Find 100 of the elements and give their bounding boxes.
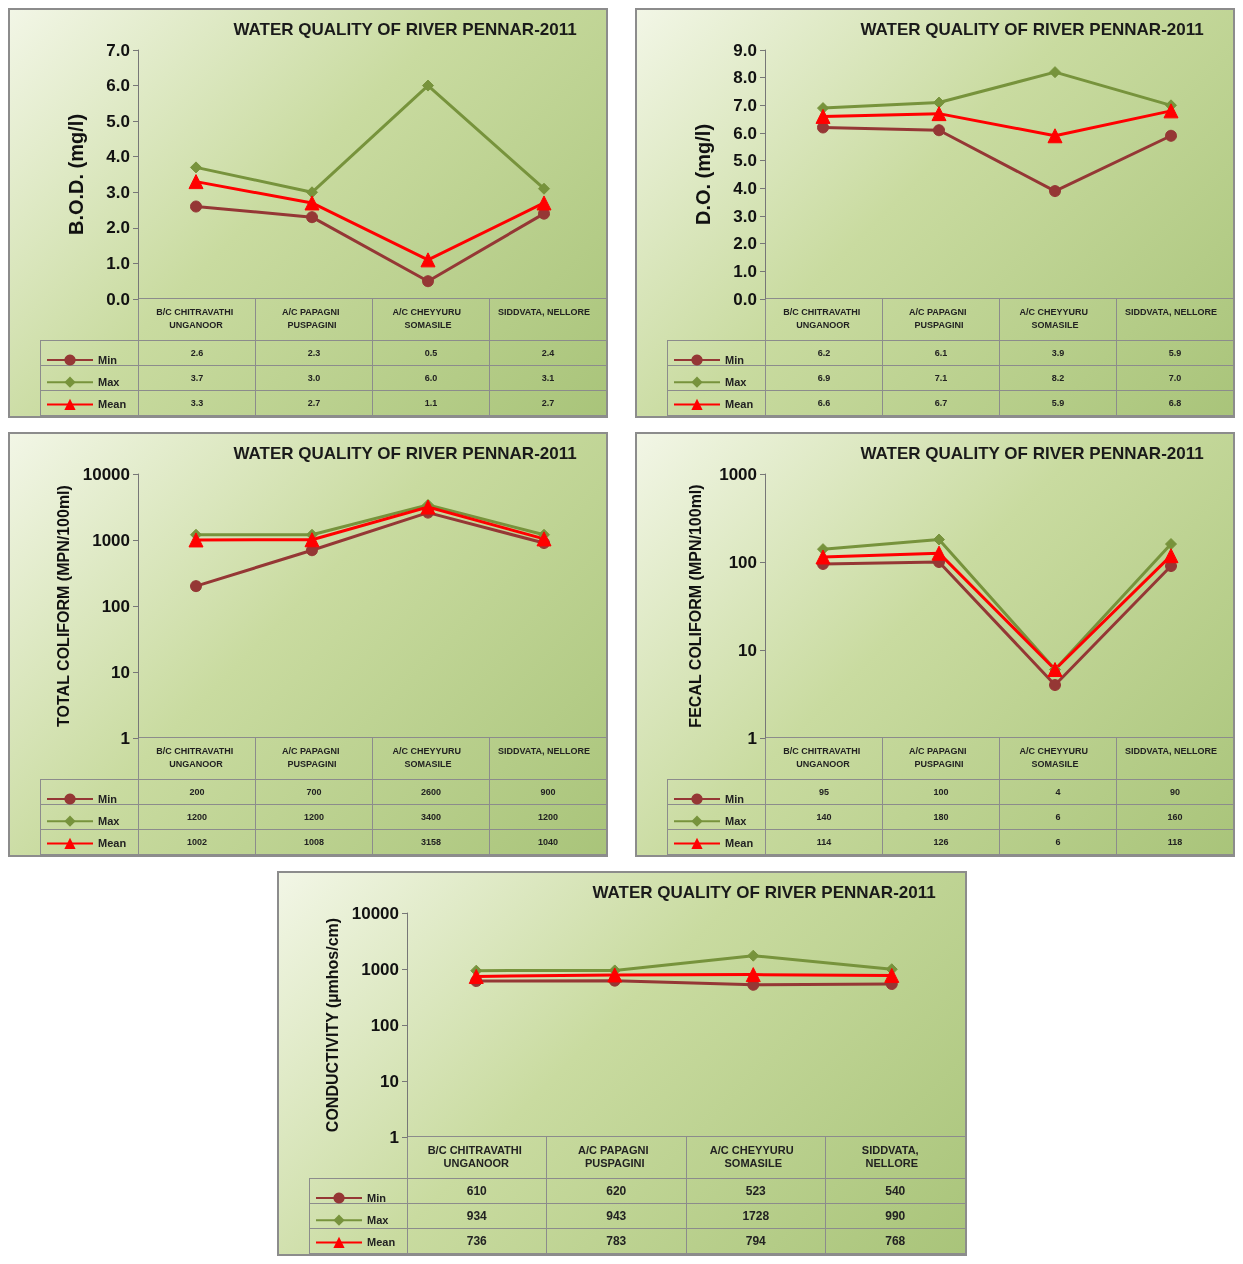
x-tick-label: B/C CHITRAVATHI UNGANOOR [427,1143,525,1169]
legend-label: Mean [98,837,127,850]
data-label: 6.8 [1116,390,1234,416]
data-label: 90 [1116,779,1234,805]
legend-label: Max [725,815,748,828]
data-label: 3.3 [138,390,256,416]
data-label: 1002 [138,829,256,855]
legend-label: Max [725,376,748,389]
y-tick-label: 1.0 [733,261,757,281]
data-label: 126 [882,829,1000,855]
data-label: 1200 [489,804,607,830]
data-label: 2600 [372,779,490,805]
legend-label: Min [725,354,745,366]
y-axis-title: B.O.D. (mg/l) [65,113,87,236]
x-tick-label: A/C PAPAGNI PUSPAGINI [281,745,343,769]
data-label: 900 [489,779,607,805]
data-label: 2.7 [255,390,373,416]
y-tick-label: 2.0 [733,234,757,254]
y-tick-label: 1 [747,728,757,748]
y-tick-label: 10000 [82,464,130,484]
data-label: 3400 [372,804,490,830]
data-label: 6.1 [882,340,1000,366]
chart-title: WATER QUALITY OF RIVER PENNAR-2011 [860,20,1204,39]
y-tick-label: 3.0 [733,206,757,226]
y-tick-label: 100 [101,596,130,616]
x-tick-label: A/C CHEYYURU SOMASILE [1019,745,1091,769]
legend-label: Mean [725,837,754,850]
y-tick-label: 5.0 [106,111,130,131]
y-tick-label: 7.0 [733,95,757,115]
y-tick-label: 1000 [719,464,757,484]
y-tick-label: 9.0 [733,40,757,60]
legend-label: Mean [366,1236,395,1249]
legend-label: Max [366,1214,389,1227]
x-tick-label: A/C PAPAGNI PUSPAGINI [908,306,970,330]
data-label: 160 [1116,804,1234,830]
data-label: 1008 [255,829,373,855]
chart-title: WATER QUALITY OF RIVER PENNAR-2011 [233,444,577,463]
data-label: 1200 [138,804,256,830]
data-label: 3.7 [138,365,256,391]
data-label: 5.9 [999,390,1117,416]
chart-title: WATER QUALITY OF RIVER PENNAR-2011 [860,444,1204,463]
data-label: 1.1 [372,390,490,416]
y-tick-label: 10 [379,1071,399,1091]
data-label: 118 [1116,829,1234,855]
x-tick-label: A/C PAPAGNI PUSPAGINI [577,1143,652,1169]
data-label: 3.9 [999,340,1117,366]
x-tick-label: A/C CHEYYURU SOMASILE [392,745,464,769]
x-tick-label: SIDDVATA, NELLORE [861,1143,922,1169]
y-tick-label: 100 [370,1015,399,1035]
data-label: 4 [999,779,1117,805]
x-tick-label: SIDDVATA, NELLORE [1125,745,1217,756]
data-label: 700 [255,779,373,805]
legend-label: Min [725,793,745,805]
legend-label: Mean [98,398,127,411]
data-label: 934 [407,1203,547,1229]
y-tick-label: 1000 [92,530,130,550]
y-tick-label: 5.0 [733,151,757,171]
data-label: 6.9 [765,365,883,391]
y-tick-label: 2.0 [106,218,130,238]
data-label: 1040 [489,829,607,855]
y-tick-label: 1.0 [106,253,130,273]
data-label: 180 [882,804,1000,830]
data-label: 6 [999,829,1117,855]
data-label: 114 [765,829,883,855]
data-label: 6.6 [765,390,883,416]
data-label: 7.0 [1116,365,1234,391]
legend-label: Max [98,376,121,389]
y-tick-label: 6.0 [106,76,130,96]
legend-label: Min [98,354,118,366]
data-label: 200 [138,779,256,805]
data-label: 2.6 [138,340,256,366]
legend-label: Max [98,815,121,828]
data-label: 768 [825,1228,965,1254]
y-tick-label: 7.0 [106,40,130,60]
y-axis-title: D.O. (mg/l) [692,123,714,226]
data-label: 620 [546,1178,686,1204]
x-tick-label: SIDDVATA, NELLORE [498,745,590,756]
x-tick-label: SIDDVATA, NELLORE [1125,306,1217,317]
data-label: 943 [546,1203,686,1229]
data-label: 5.9 [1116,340,1234,366]
x-tick-label: B/C CHITRAVATHI UNGANOOR [156,745,236,769]
y-axis-title: CONDUCTIVITY (µmhos/cm) [323,917,341,1133]
data-label: 736 [407,1228,547,1254]
x-tick-label: SIDDVATA, NELLORE [498,306,590,317]
y-tick-label: 0.0 [733,289,757,309]
x-tick-label: A/C PAPAGNI PUSPAGINI [281,306,343,330]
y-tick-label: 1000 [360,959,399,979]
data-label: 523 [686,1178,826,1204]
chart-title: WATER QUALITY OF RIVER PENNAR-2011 [591,883,936,902]
data-label: 6.2 [765,340,883,366]
data-label: 8.2 [999,365,1117,391]
x-tick-label: B/C CHITRAVATHI UNGANOOR [156,306,236,330]
y-tick-label: 1 [389,1127,399,1147]
x-tick-label: B/C CHITRAVATHI UNGANOOR [783,745,863,769]
legend-label: Mean [725,398,754,411]
data-label: 2.3 [255,340,373,366]
data-label: 610 [407,1178,547,1204]
y-tick-label: 3.0 [106,182,130,202]
data-label: 0.5 [372,340,490,366]
data-label: 95 [765,779,883,805]
